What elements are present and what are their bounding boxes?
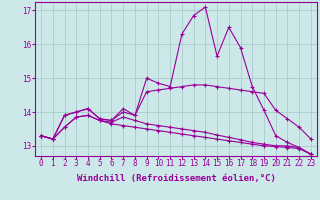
X-axis label: Windchill (Refroidissement éolien,°C): Windchill (Refroidissement éolien,°C) <box>76 174 276 183</box>
